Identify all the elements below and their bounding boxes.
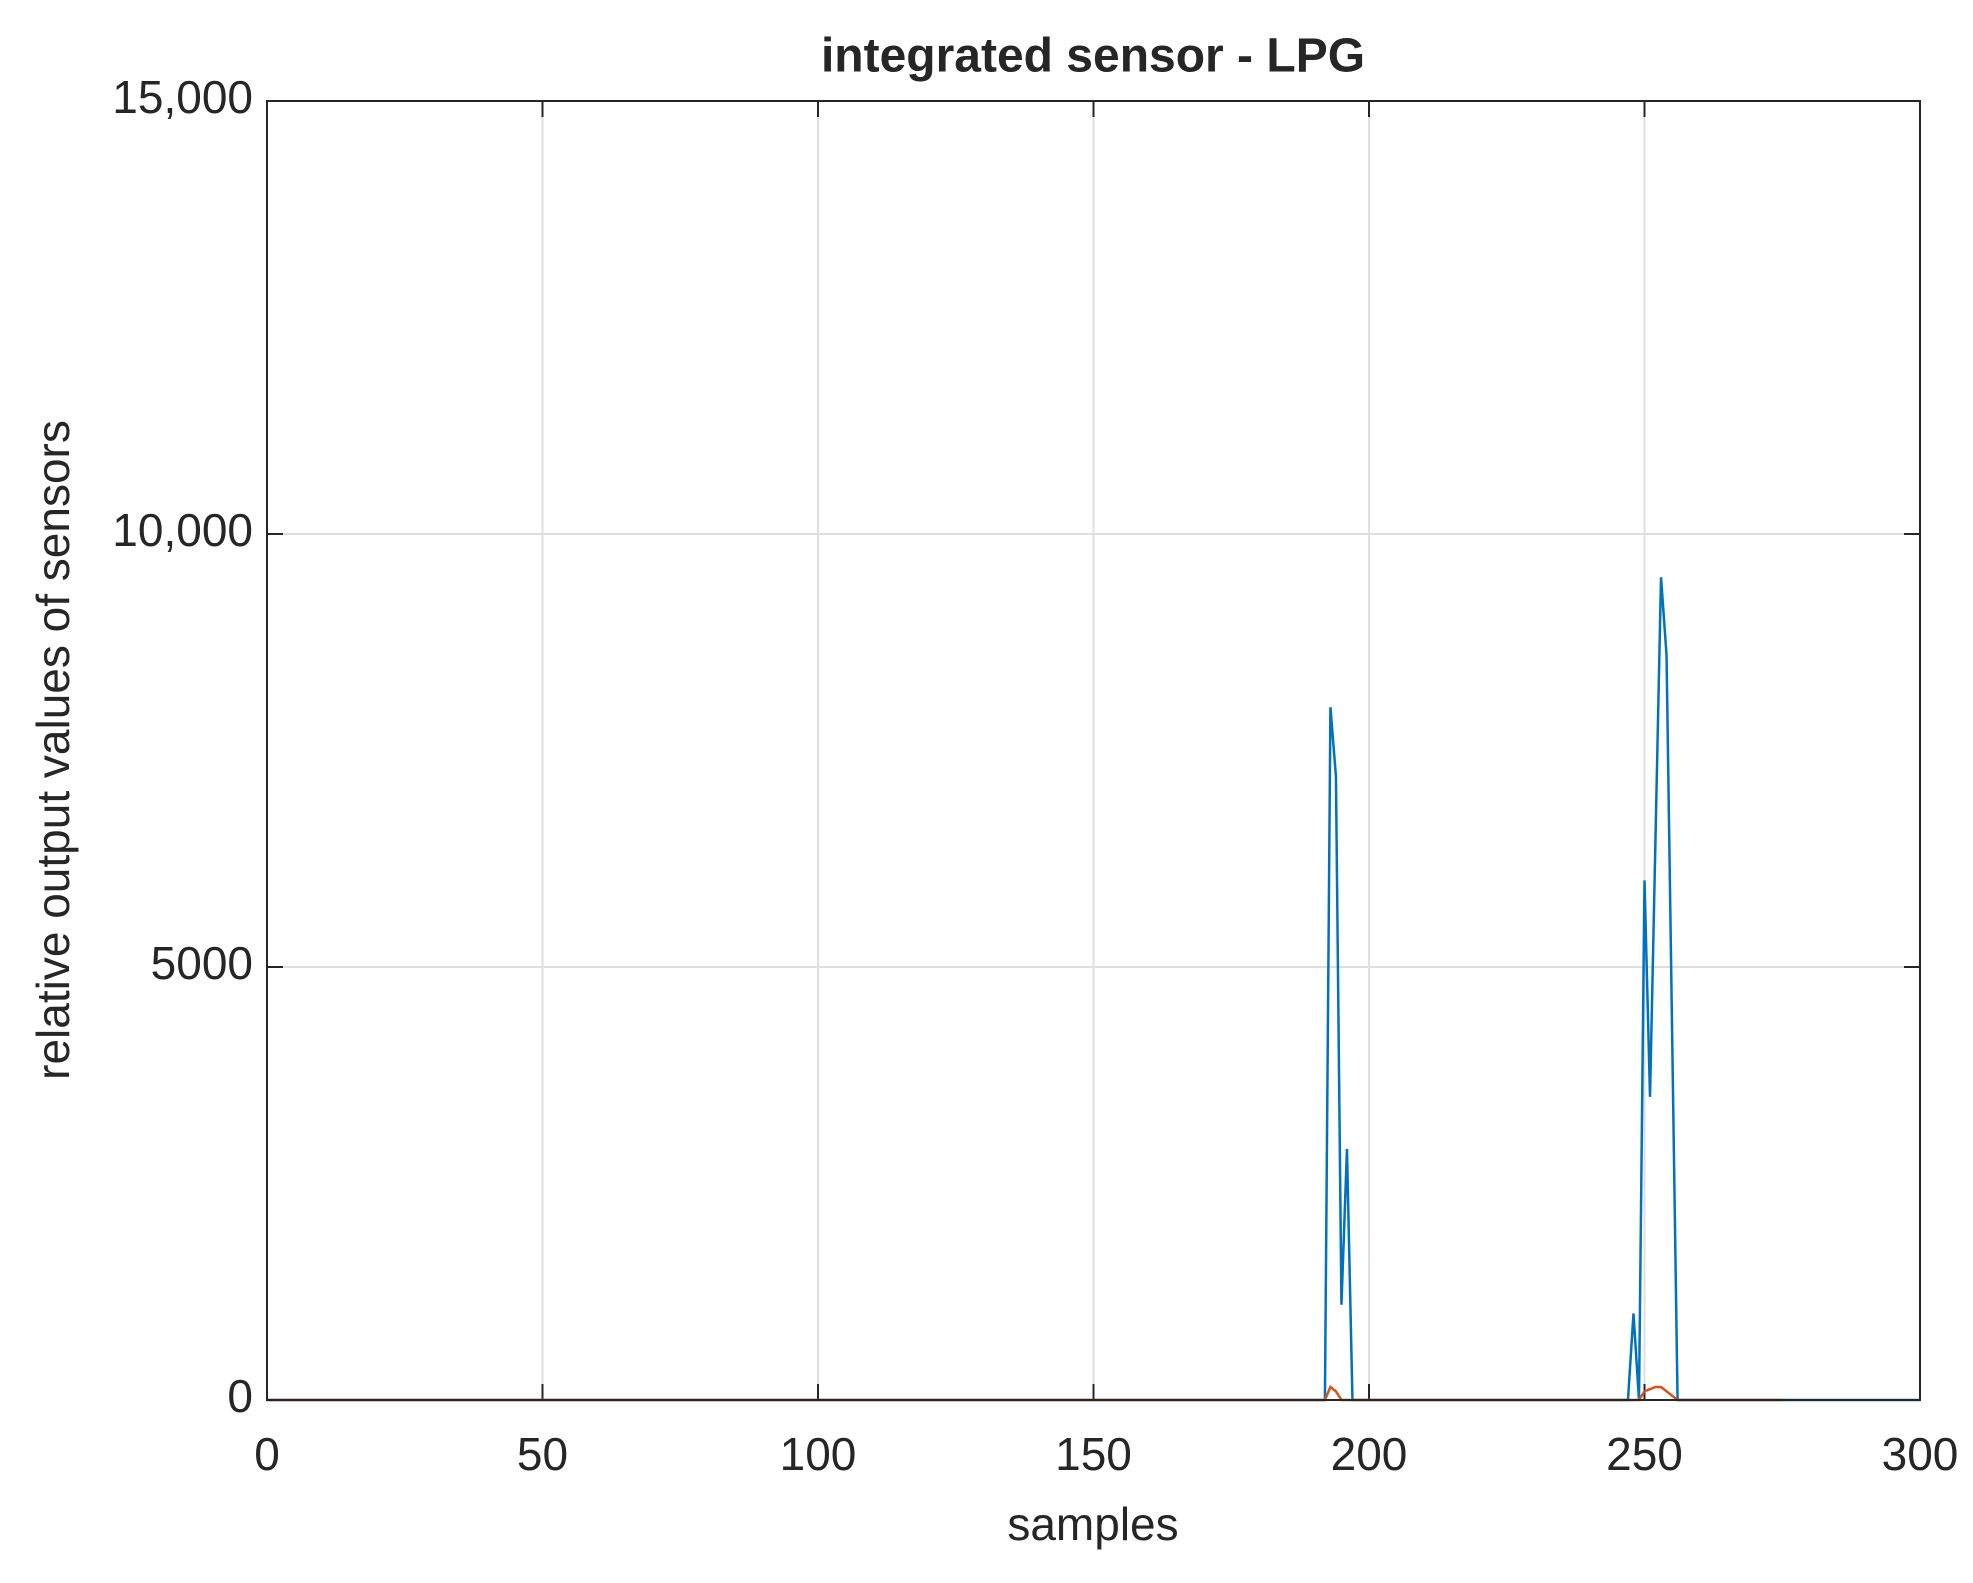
x-axis-label: samples [1007, 1498, 1178, 1550]
axes-box [266, 100, 1921, 1401]
x-tick-label: 50 [517, 1428, 568, 1480]
x-tick-label: 100 [780, 1428, 857, 1480]
chart-title: integrated sensor - LPG [821, 30, 1365, 83]
data-line [267, 1385, 1783, 1402]
y-tick-label: 0 [227, 1370, 253, 1422]
x-tick-label: 300 [1882, 1428, 1959, 1480]
x-tick-label: 250 [1606, 1428, 1683, 1480]
y-axis-label: relative output values of sensors [27, 420, 79, 1080]
y-tick-label: 10,000 [112, 504, 253, 556]
data-line [267, 577, 1920, 1402]
x-tick-label: 150 [1055, 1428, 1132, 1480]
y-tick-label: 15,000 [112, 71, 253, 123]
x-tick-label: 0 [254, 1428, 280, 1480]
x-tick-label: 200 [1331, 1428, 1408, 1480]
y-tick-label: 5000 [151, 937, 253, 989]
